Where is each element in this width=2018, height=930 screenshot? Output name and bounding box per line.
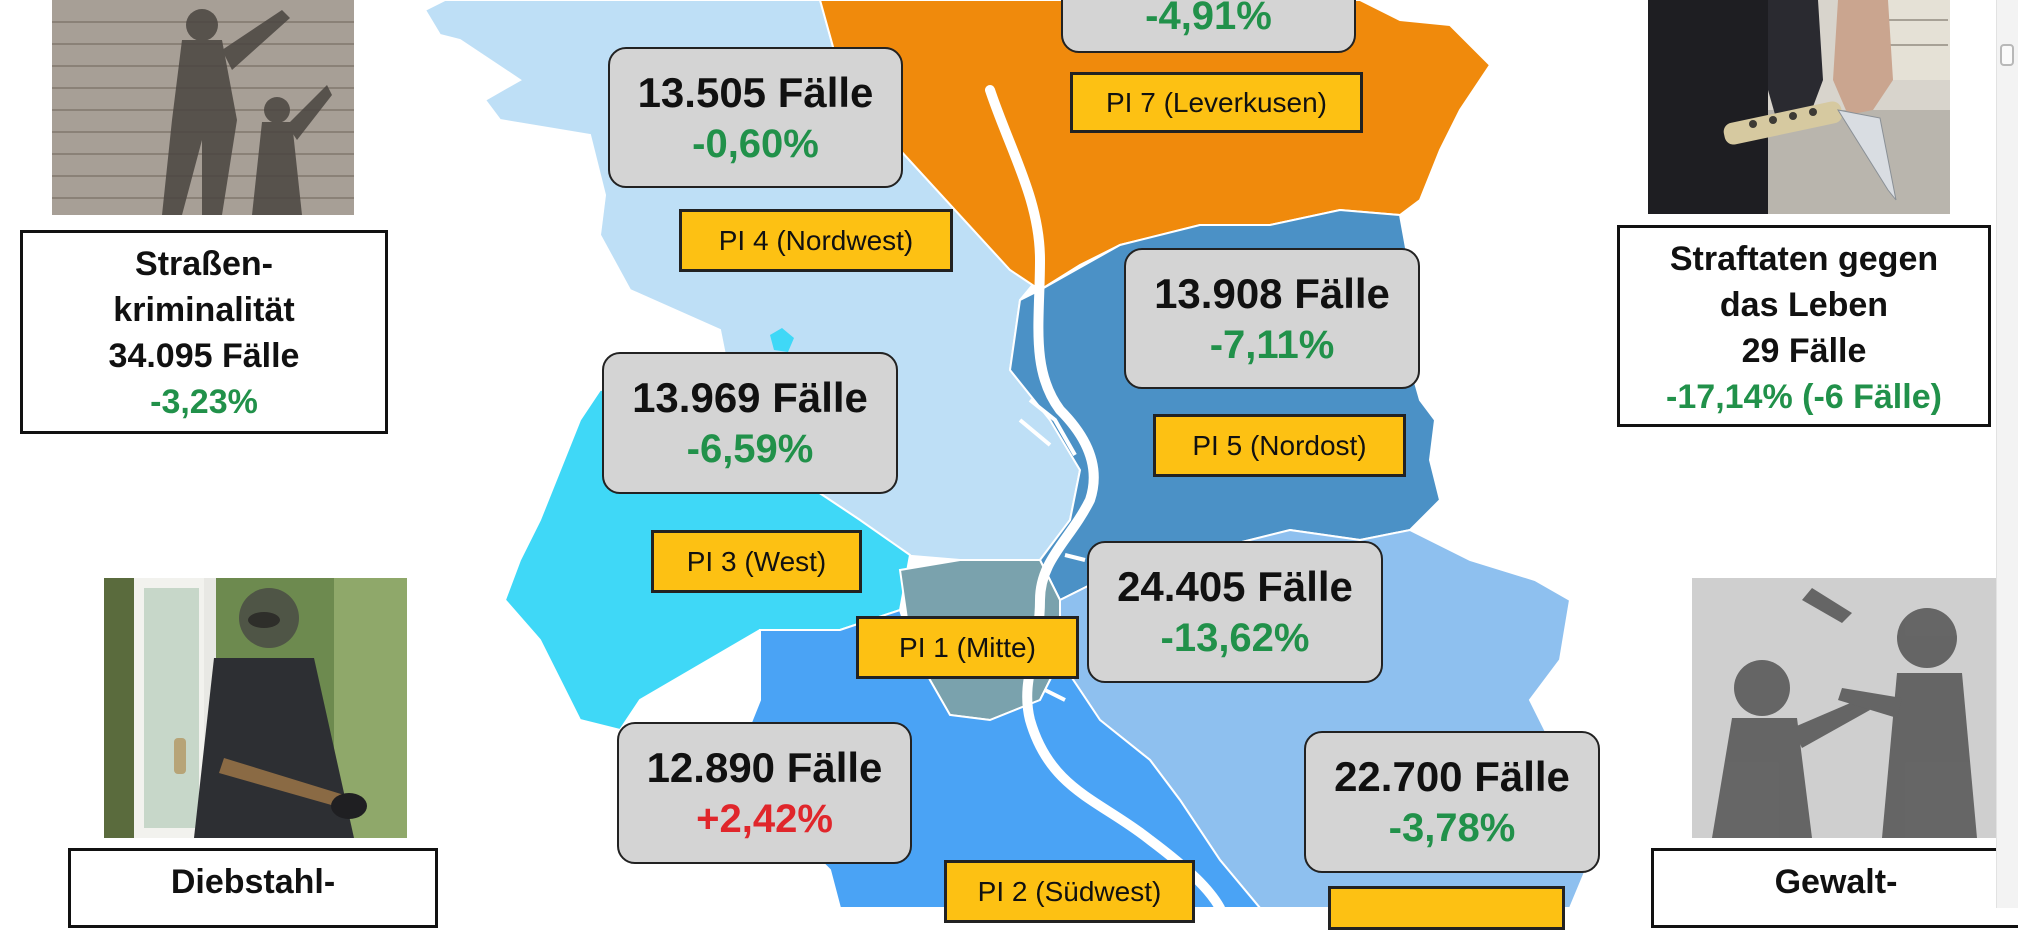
label-text: PI 7 (Leverkusen) xyxy=(1106,86,1327,118)
label-pi1-mitte[interactable]: PI 1 (Mitte) xyxy=(856,616,1079,679)
stat-change: -0,60% xyxy=(692,121,819,166)
stat-box-pi3: 13.969 Fälle -6,59% xyxy=(602,352,898,494)
stat-cases: 13.505 Fälle xyxy=(637,68,874,116)
photo-violence xyxy=(1692,578,1996,838)
category-title-line1: Diebstahl- xyxy=(170,863,336,901)
category-change: -3,23% xyxy=(150,383,258,421)
category-title-line1: Straftaten gegen xyxy=(1669,240,1939,278)
label-pi3-west[interactable]: PI 3 (West) xyxy=(651,530,862,593)
stat-box-pi4: 13.505 Fälle -0,60% xyxy=(608,47,903,188)
stat-cases: 13.969 Fälle xyxy=(632,374,868,421)
vertical-scrollbar[interactable] xyxy=(1996,0,2018,908)
label-pi5-nordost[interactable]: PI 5 (Nordost) xyxy=(1153,414,1406,477)
label-pi7-leverkusen[interactable]: PI 7 (Leverkusen) xyxy=(1070,72,1363,133)
label-pi2-suedwest[interactable]: PI 2 (Südwest) xyxy=(944,860,1195,923)
stat-change: -13,62% xyxy=(1160,616,1310,660)
stat-box-pi7: -4,91% xyxy=(1061,0,1356,53)
category-case-count: 29 Fälle xyxy=(1741,332,1867,370)
category-title-line2: das Leben xyxy=(1719,286,1889,324)
photo-burglary xyxy=(104,578,407,838)
label-pi4-nordwest[interactable]: PI 4 (Nordwest) xyxy=(679,209,953,272)
category-title-line1: Gewalt- xyxy=(1774,863,1898,901)
stat-box-pi1: 24.405 Fälle -13,62% xyxy=(1087,541,1383,683)
stat-box-pi5: 13.908 Fälle -7,11% xyxy=(1124,248,1420,389)
river-harbour xyxy=(1018,398,1086,702)
category-box-crimes-against-life: Straftaten gegen das Leben 29 Fälle -17,… xyxy=(1617,225,1991,427)
stat-change: -6,59% xyxy=(686,427,814,471)
label-text: PI 1 (Mitte) xyxy=(899,631,1036,663)
stat-change: -7,11% xyxy=(1209,322,1335,367)
category-case-count: 34.095 Fälle xyxy=(108,337,300,375)
category-box-street-crime: Straßen- kriminalität 34.095 Fälle -3,23… xyxy=(20,230,388,434)
category-title-line1: Straßen- xyxy=(135,245,273,283)
category-change: -17,14% (-6 Fälle) xyxy=(1666,378,1942,416)
scrollbar-arrow-icon[interactable] xyxy=(2000,44,2014,66)
label-text: PI 2 (Südwest) xyxy=(977,875,1162,907)
category-box-theft: Diebstahl- xyxy=(68,848,438,928)
photo-knife xyxy=(1648,0,1950,214)
river-rhine xyxy=(985,85,1225,908)
stat-box-pi6: 22.700 Fälle -3,78% xyxy=(1304,731,1600,873)
stat-cases: 24.405 Fälle xyxy=(1117,563,1353,610)
label-pi6[interactable] xyxy=(1328,886,1565,930)
stat-change: -4,91% xyxy=(1145,0,1272,38)
label-text: PI 3 (West) xyxy=(686,545,827,577)
photo-street-crime xyxy=(52,0,354,215)
stat-cases: 12.890 Fälle xyxy=(646,744,883,791)
stat-box-pi2: 12.890 Fälle +2,42% xyxy=(617,722,912,864)
stat-change: +2,42% xyxy=(696,797,833,841)
stat-cases: 13.908 Fälle xyxy=(1154,269,1390,317)
category-box-violence: Gewalt- xyxy=(1651,848,2018,928)
stat-cases: 22.700 Fälle xyxy=(1334,753,1570,800)
map-marker-shape xyxy=(770,328,794,352)
label-text: PI 5 (Nordost) xyxy=(1192,429,1367,461)
category-title-line2: kriminalität xyxy=(113,291,295,329)
stat-change: -3,78% xyxy=(1388,806,1516,850)
label-text: PI 4 (Nordwest) xyxy=(718,224,914,256)
